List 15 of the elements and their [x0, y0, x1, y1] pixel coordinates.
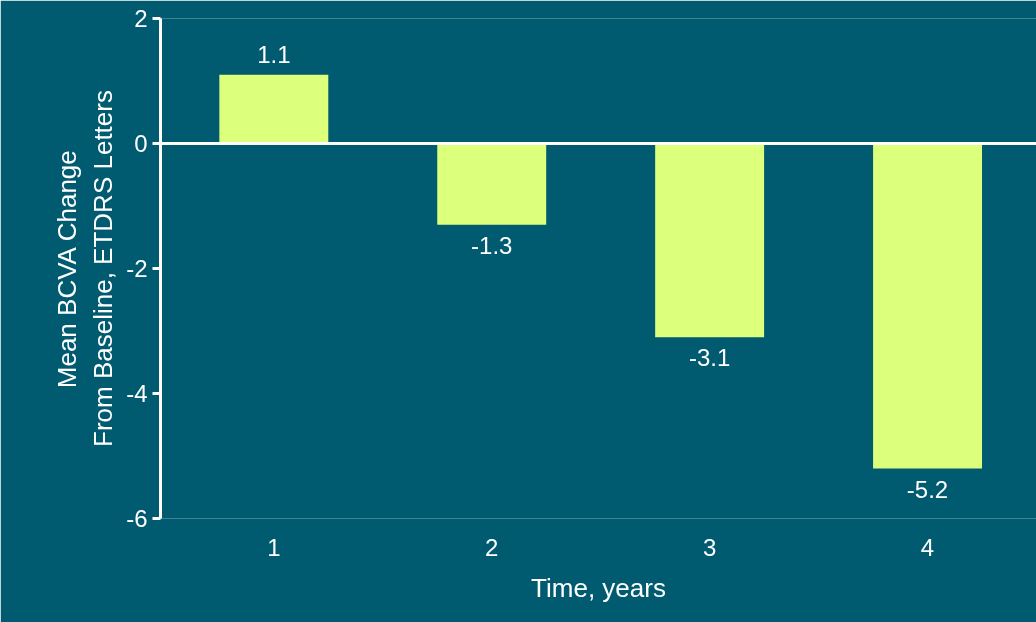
y-tick-label: 0 [134, 130, 148, 157]
x-tick-label: 1 [267, 533, 281, 561]
x-axis-title: Time, years [531, 572, 666, 603]
y-tick-label: -6 [126, 505, 148, 532]
y-tick-label: -4 [126, 380, 148, 407]
y-tick-label: 2 [134, 5, 148, 32]
data-label: -3.1 [688, 344, 731, 372]
y-axis-title: Mean BCVA Change From Baseline, ETDRS Letters [52, 90, 119, 447]
y-tick-label: -2 [126, 255, 148, 282]
x-tick-label: 4 [920, 533, 935, 561]
data-label: -1.3 [471, 231, 513, 259]
x-tick-label: 3 [702, 533, 717, 561]
data-label: 1.1 [257, 40, 291, 68]
data-label: -5.2 [906, 475, 949, 503]
x-tick-label: 2 [485, 533, 499, 561]
